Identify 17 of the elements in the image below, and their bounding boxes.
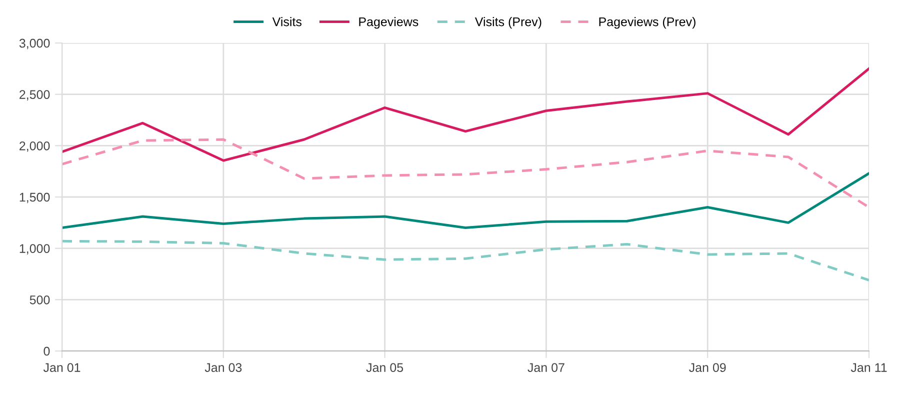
x-tick-label: Jan 09 [689, 363, 726, 372]
x-tick-label: Jan 05 [366, 363, 404, 372]
y-tick-label: 2,000 [20, 141, 50, 152]
y-tick-label: 3,000 [19, 38, 50, 50]
y-tick-label: 2,500 [20, 90, 50, 100]
legend-label: Visits [272, 17, 302, 26]
legend-label: Pageviews (Prev) [599, 17, 696, 29]
y-tick-label: 1,000 [20, 244, 50, 254]
legend-label: Pageviews [359, 17, 418, 29]
x-tick-label: Jan 11 [850, 363, 887, 372]
x-tick-label: Jan 01 [43, 363, 80, 372]
y-tick-label: 0 [44, 346, 50, 356]
legend-label: Visits (Prev) [474, 17, 542, 29]
x-tick-label: Jan 03 [204, 363, 242, 372]
x-tick-label: Jan 07 [528, 363, 564, 372]
y-tick-label: 1,500 [20, 192, 50, 204]
y-tick-label: 500 [30, 295, 50, 304]
